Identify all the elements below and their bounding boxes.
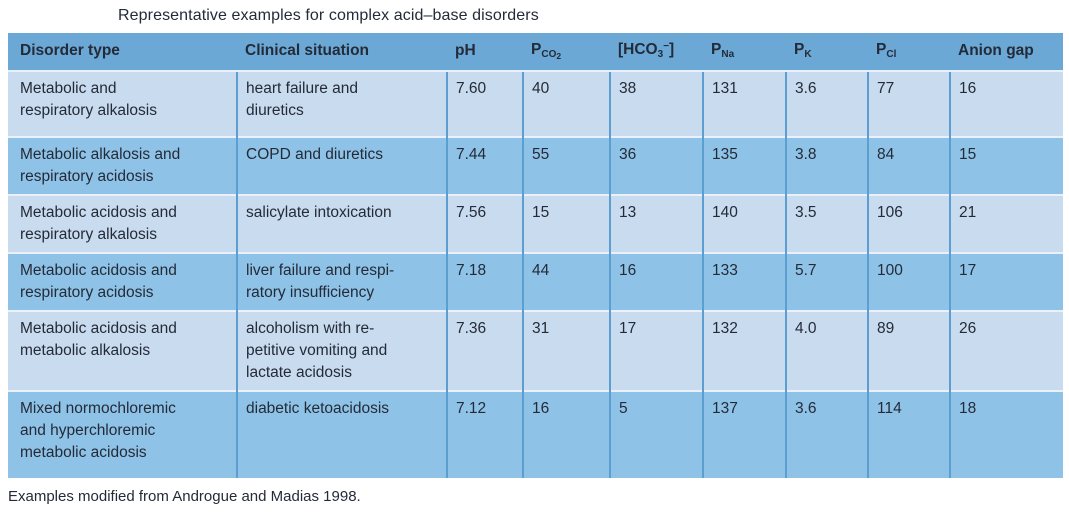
column-header-pna: PNa <box>703 33 786 71</box>
table-title: Representative examples for complex acid… <box>118 7 539 24</box>
acid-base-disorders-table: Disorder type Clinical situation pH PCO2 [HC… <box>8 33 1063 478</box>
table-row: Mixed normochloremic and hyperchloremic … <box>8 390 1063 478</box>
cell-pcl: 114 <box>867 390 950 478</box>
table-body: Metabolic and respiratory alkalosis heart… <box>8 70 1063 478</box>
cell-pk: 5.7 <box>785 252 868 311</box>
cell-pk: 3.6 <box>785 390 868 478</box>
cell-clinical-situation: alcoholism with re- petitive vomiting an… <box>236 310 447 391</box>
cell-hco3: 36 <box>609 136 703 195</box>
cell-anion-gap: 26 <box>949 310 1063 391</box>
cell-clinical-situation: liver failure and respi- ratory insuffic… <box>236 252 447 311</box>
cell-ph: 7.18 <box>446 252 523 311</box>
cell-disorder-type: Metabolic acidosis and respiratory acido… <box>8 252 237 311</box>
column-header-disorder-type: Disorder type <box>8 33 237 71</box>
cell-disorder-type: Metabolic acidosis and respiratory alkal… <box>8 194 237 253</box>
cell-hco3: 16 <box>609 252 703 311</box>
cell-pna: 137 <box>702 390 786 478</box>
column-header-hco3: [HCO3−] <box>610 33 703 71</box>
cell-anion-gap: 21 <box>949 194 1063 253</box>
cell-pk: 3.6 <box>785 70 868 137</box>
cell-clinical-situation: heart failure and diuretics <box>236 70 447 137</box>
column-header-anion-gap: Anion gap <box>950 33 1063 71</box>
cell-pcl: 77 <box>867 70 950 137</box>
table-row: Metabolic acidosis and respiratory acido… <box>8 252 1063 311</box>
cell-anion-gap: 16 <box>949 70 1063 137</box>
cell-pco2: 55 <box>522 136 610 195</box>
cell-pna: 131 <box>702 70 786 137</box>
column-header-clinical-situation: Clinical situation <box>237 33 447 71</box>
cell-pna: 132 <box>702 310 786 391</box>
cell-pco2: 15 <box>522 194 610 253</box>
page: Representative examples for complex acid… <box>0 6 1069 506</box>
cell-pcl: 84 <box>867 136 950 195</box>
cell-ph: 7.56 <box>446 194 523 253</box>
cell-ph: 7.36 <box>446 310 523 391</box>
header-row: Disorder type Clinical situation pH PCO2 [HC… <box>8 33 1063 71</box>
column-header-pk: PK <box>786 33 868 71</box>
table-row: Metabolic acidosis and respiratory alkal… <box>8 194 1063 253</box>
cell-pk: 3.5 <box>785 194 868 253</box>
cell-hco3: 5 <box>609 390 703 478</box>
cell-hco3: 13 <box>609 194 703 253</box>
footnote: Examples modified from Androgue and Madi… <box>8 488 361 505</box>
cell-clinical-situation: diabetic ketoacidosis <box>236 390 447 478</box>
cell-clinical-situation: COPD and diuretics <box>236 136 447 195</box>
cell-pco2: 16 <box>522 390 610 478</box>
cell-pcl: 89 <box>867 310 950 391</box>
cell-pcl: 106 <box>867 194 950 253</box>
cell-anion-gap: 15 <box>949 136 1063 195</box>
cell-anion-gap: 18 <box>949 390 1063 478</box>
cell-disorder-type: Metabolic and respiratory alkalosis <box>8 70 237 137</box>
cell-pk: 3.8 <box>785 136 868 195</box>
cell-disorder-type: Mixed normochloremic and hyperchloremic … <box>8 390 237 478</box>
column-header-ph: pH <box>447 33 523 71</box>
cell-pco2: 31 <box>522 310 610 391</box>
cell-clinical-situation: salicylate intoxication <box>236 194 447 253</box>
cell-pna: 140 <box>702 194 786 253</box>
cell-hco3: 38 <box>609 70 703 137</box>
column-header-pco2: PCO2 <box>523 33 610 71</box>
cell-pco2: 40 <box>522 70 610 137</box>
cell-ph: 7.12 <box>446 390 523 478</box>
cell-ph: 7.44 <box>446 136 523 195</box>
table-row: Metabolic acidosis and metabolic alkalos… <box>8 310 1063 391</box>
table-row: Metabolic and respiratory alkalosis heart… <box>8 70 1063 137</box>
cell-pna: 135 <box>702 136 786 195</box>
cell-pcl: 100 <box>867 252 950 311</box>
cell-pco2: 44 <box>522 252 610 311</box>
cell-anion-gap: 17 <box>949 252 1063 311</box>
cell-ph: 7.60 <box>446 70 523 137</box>
cell-hco3: 17 <box>609 310 703 391</box>
cell-disorder-type: Metabolic acidosis and metabolic alkalos… <box>8 310 237 391</box>
cell-pna: 133 <box>702 252 786 311</box>
table-row: Metabolic alkalosis and respiratory acid… <box>8 136 1063 195</box>
column-header-pcl: PCl <box>868 33 950 71</box>
cell-disorder-type: Metabolic alkalosis and respiratory acid… <box>8 136 237 195</box>
cell-pk: 4.0 <box>785 310 868 391</box>
